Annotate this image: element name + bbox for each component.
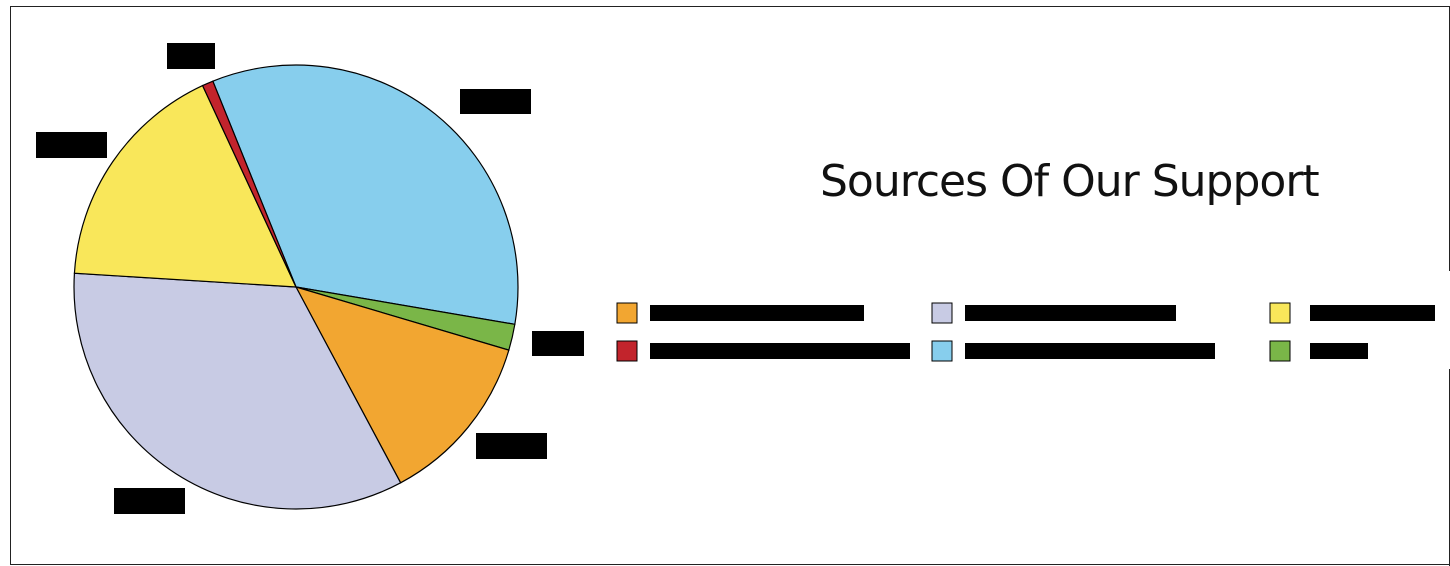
legend-swatch (1270, 303, 1290, 323)
legend-swatch (932, 341, 952, 361)
legend-label (1310, 305, 1435, 321)
legend-label (1310, 343, 1368, 359)
legend-swatch (1270, 341, 1290, 361)
pie-slices (74, 65, 518, 509)
slice-label (167, 43, 215, 69)
slice-label (460, 89, 531, 114)
legend-swatch (932, 303, 952, 323)
legend-label (965, 305, 1176, 321)
legend-swatch (617, 303, 637, 323)
legend-label (965, 343, 1215, 359)
legend-label (650, 305, 864, 321)
slice-label (36, 132, 107, 158)
slice-label (532, 331, 584, 356)
slice-label (476, 433, 547, 459)
chart-title: Sources Of Our Support (820, 156, 1410, 207)
legend (617, 303, 1435, 361)
legend-label (650, 343, 910, 359)
slice-label (114, 488, 185, 514)
legend-swatch (617, 341, 637, 361)
